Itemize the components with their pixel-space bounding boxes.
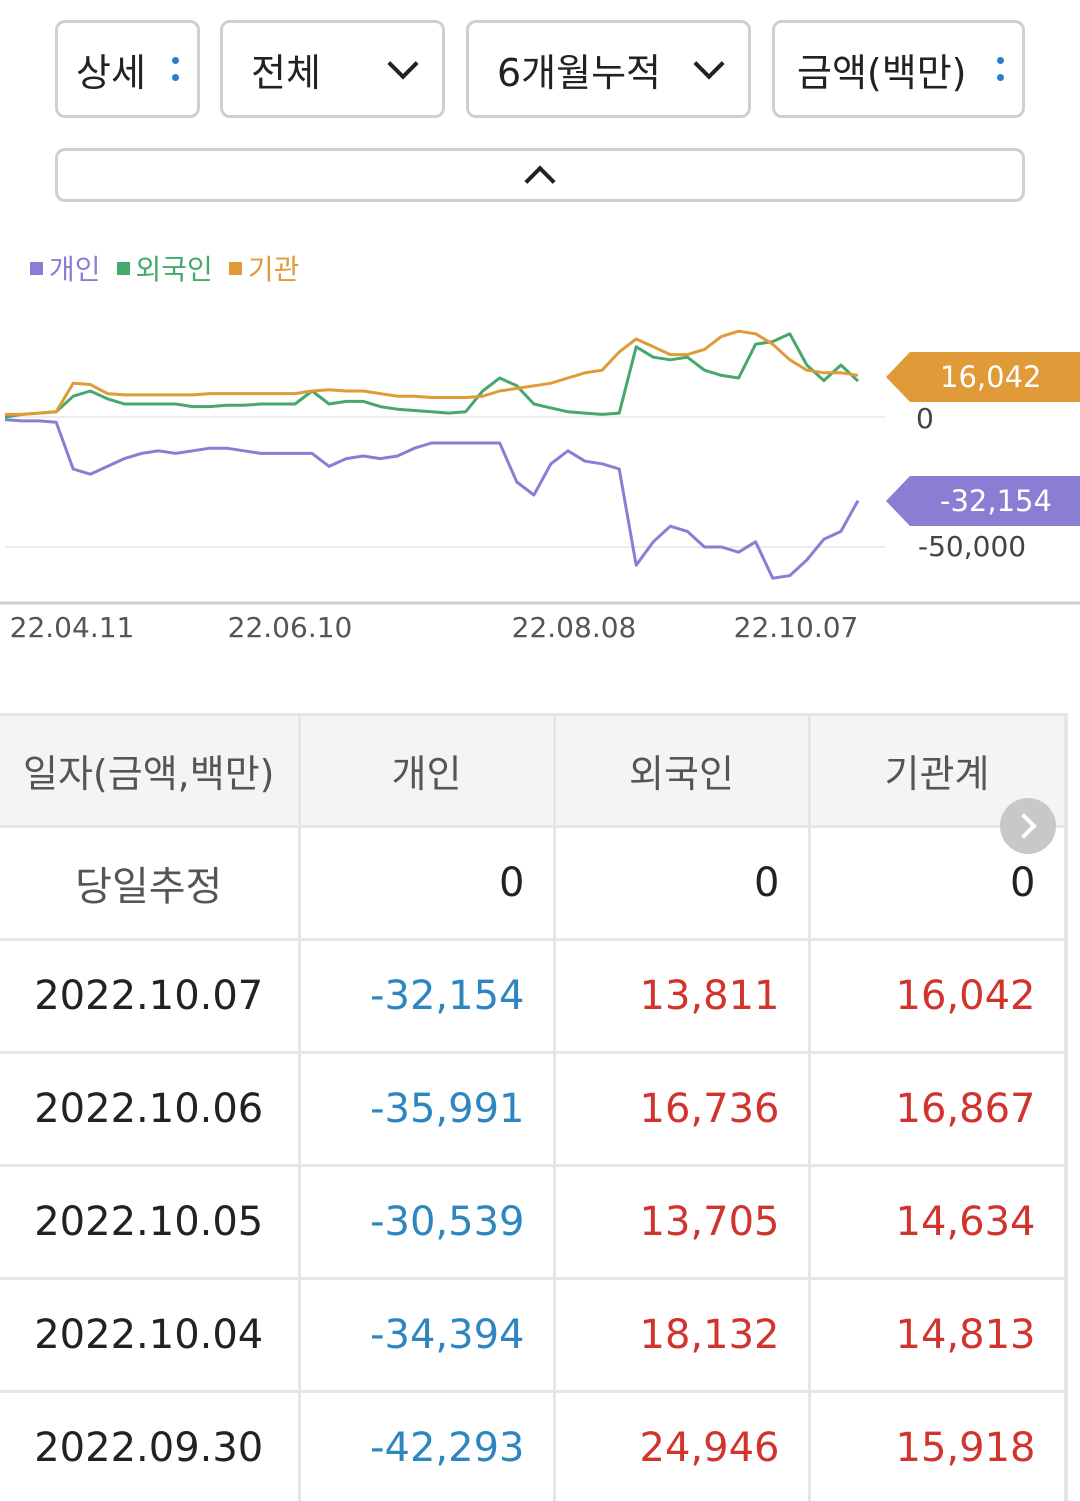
chart-legend: 개인 외국인 기관 — [30, 248, 299, 288]
foreign-cell: 13,811 — [554, 939, 811, 1054]
chevron-up-icon — [524, 165, 556, 197]
chevron-down-icon — [693, 48, 725, 80]
foreign-cell: 18,132 — [554, 1278, 811, 1393]
foreign-cell: 13,705 — [554, 1165, 811, 1280]
table-row[interactable]: 2022.10.05 -30,539 13,705 14,634 — [0, 1165, 1067, 1280]
foreign-cell: 16,736 — [554, 1052, 811, 1167]
individual-cell: -35,991 — [299, 1052, 556, 1167]
legend-label: 개인 — [49, 253, 101, 286]
period-dropdown[interactable]: 6개월누적 — [466, 20, 751, 118]
legend-item-institution[interactable]: 기관 — [228, 248, 300, 288]
scope-label: 전체 — [251, 50, 321, 95]
scroll-right-button[interactable] — [1000, 798, 1056, 854]
y-tick-zero: 0 — [916, 402, 934, 435]
individual-cell: -42,293 — [299, 1391, 556, 1501]
series-line-0 — [4, 418, 860, 580]
series-line-1 — [4, 332, 860, 419]
legend-label: 외국인 — [135, 253, 213, 286]
legend-item-individual[interactable]: 개인 — [30, 248, 101, 288]
individual-value-tag: -32,154 — [886, 476, 1080, 526]
individual-cell: -30,539 — [299, 1165, 556, 1280]
institution-cell: 15,918 — [809, 1391, 1067, 1501]
more-vertical-icon — [172, 57, 179, 81]
legend-swatch — [116, 261, 130, 275]
legend-swatch — [228, 261, 242, 275]
table-row[interactable]: 2022.10.04 -34,394 18,132 14,813 — [0, 1278, 1067, 1393]
chevron-right-icon — [1011, 813, 1037, 839]
foreign-cell: 0 — [554, 826, 811, 941]
institution-cell: 14,634 — [809, 1165, 1067, 1280]
institution-cell: 14,813 — [809, 1278, 1067, 1393]
chevron-down-icon — [387, 48, 419, 80]
detail-dropdown[interactable]: 상세 — [55, 20, 200, 118]
date-cell: 2022.10.05 — [0, 1165, 301, 1280]
investor-table: 일자(금액,백만) 개인 외국인 기관계 당일추정 0 0 0 2022.10.07 -3… — [0, 713, 1067, 1501]
more-vertical-icon — [997, 57, 1004, 81]
date-cell: 2022.09.30 — [0, 1391, 301, 1501]
col-header-individual[interactable]: 개인 — [299, 714, 556, 828]
next-column-edge — [1065, 713, 1080, 1501]
legend-swatch — [30, 261, 43, 275]
x-tick-label: 22.04.11 — [10, 611, 135, 644]
table-row[interactable]: 2022.09.30 -42,293 24,946 15,918 — [0, 1391, 1067, 1501]
scope-dropdown[interactable]: 전체 — [220, 20, 445, 118]
legend-label: 기관 — [247, 253, 300, 286]
foreign-cell: 24,946 — [554, 1391, 811, 1501]
series-line-2 — [5, 329, 859, 416]
investor-trend-chart: 22.04.11 22.06.10 22.08.08 22.10.07 — [0, 329, 1080, 644]
col-header-foreign[interactable]: 외국인 — [554, 714, 811, 828]
date-cell: 2022.10.04 — [0, 1278, 301, 1393]
y-tick-min: -50,000 — [918, 530, 1027, 563]
individual-cell: 0 — [299, 826, 556, 941]
collapse-button[interactable] — [55, 148, 1025, 202]
table-row[interactable]: 당일추정 0 0 0 — [0, 826, 1067, 941]
x-tick-label: 22.10.07 — [734, 611, 859, 644]
institution-value-tag: 16,042 — [886, 352, 1080, 402]
table-row[interactable]: 2022.10.07 -32,154 13,811 16,042 — [0, 939, 1067, 1054]
col-header-date[interactable]: 일자(금액,백만) — [0, 714, 301, 828]
institution-cell: 16,042 — [809, 939, 1067, 1054]
x-tick-label: 22.06.10 — [228, 611, 353, 644]
x-tick-label: 22.08.08 — [512, 611, 637, 644]
detail-label: 상세 — [76, 50, 146, 95]
table-header-row: 일자(금액,백만) 개인 외국인 기관계 — [0, 714, 1067, 828]
institution-cell: 16,867 — [809, 1052, 1067, 1167]
date-cell: 2022.10.06 — [0, 1052, 301, 1167]
legend-item-foreign[interactable]: 외국인 — [116, 248, 213, 288]
date-cell: 당일추정 — [0, 826, 301, 941]
table-row[interactable]: 2022.10.06 -35,991 16,736 16,867 — [0, 1052, 1067, 1167]
unit-dropdown[interactable]: 금액(백만) — [772, 20, 1025, 118]
period-label: 6개월누적 — [497, 50, 662, 95]
date-cell: 2022.10.07 — [0, 939, 301, 1054]
individual-cell: -32,154 — [299, 939, 556, 1054]
individual-cell: -34,394 — [299, 1278, 556, 1393]
unit-label: 금액(백만) — [797, 50, 967, 95]
